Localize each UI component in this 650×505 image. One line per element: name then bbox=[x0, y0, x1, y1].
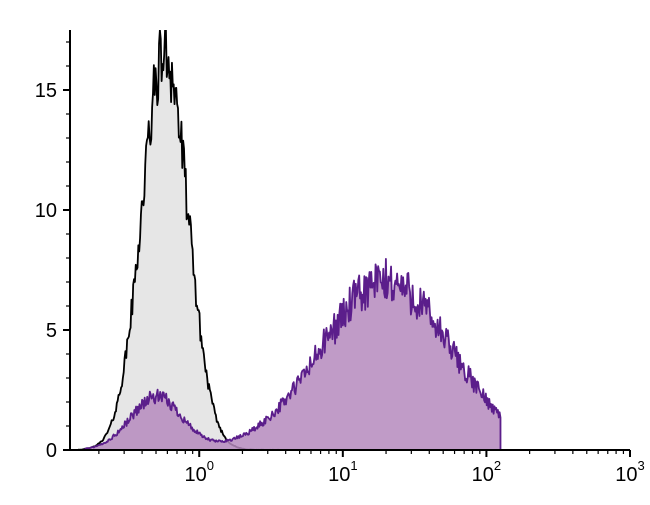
y-tick-label: 15 bbox=[35, 80, 57, 102]
y-tick-label: 10 bbox=[35, 200, 57, 222]
flow-cytometry-histogram: 100101102103051015 bbox=[0, 0, 650, 505]
y-tick-label: 0 bbox=[46, 440, 57, 462]
y-tick-label: 5 bbox=[46, 320, 57, 342]
